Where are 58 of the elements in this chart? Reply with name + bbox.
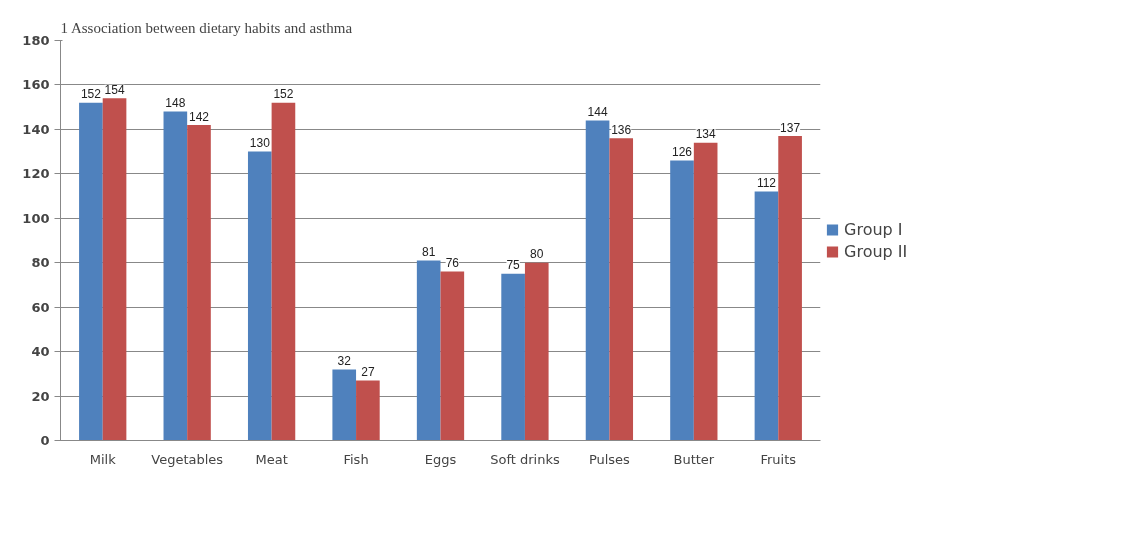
bar xyxy=(609,138,634,441)
data-label: 80 xyxy=(530,247,544,262)
data-label: 75 xyxy=(506,258,521,273)
bar xyxy=(79,102,103,441)
bar xyxy=(524,262,549,441)
x-tick-label: Milk xyxy=(89,451,117,467)
y-tick-label: 160 xyxy=(22,77,50,93)
data-label: 152 xyxy=(273,87,294,102)
legend-label: Group I xyxy=(844,219,903,239)
y-tick-label: 20 xyxy=(31,388,50,404)
bar xyxy=(163,111,188,441)
data-label: 137 xyxy=(780,120,801,135)
x-tick-label: Meat xyxy=(255,451,288,467)
chart-title: 1 Association between dietary habits and asthma xyxy=(60,19,353,36)
bar xyxy=(271,102,296,441)
x-tick-label: Pulses xyxy=(588,451,631,467)
y-tick-label: 0 xyxy=(40,433,50,448)
data-label: 134 xyxy=(695,127,716,142)
bar xyxy=(440,271,465,441)
x-tick-label: Soft drinks xyxy=(490,451,560,467)
data-label: 152 xyxy=(80,87,102,102)
y-tick-label: 40 xyxy=(31,344,50,360)
x-tick-label: Fruits xyxy=(760,451,797,467)
y-tick-label: 80 xyxy=(31,255,50,271)
bar xyxy=(332,369,357,441)
data-label: 76 xyxy=(445,256,460,271)
y-tick-label: 100 xyxy=(22,210,50,226)
data-label: 81 xyxy=(422,245,436,260)
bar xyxy=(754,191,779,441)
bar xyxy=(356,380,380,441)
data-label: 148 xyxy=(165,96,186,111)
bar xyxy=(416,260,441,441)
bar xyxy=(247,151,272,441)
x-tick-label: Vegetables xyxy=(151,451,224,467)
y-tick-label: 120 xyxy=(22,166,50,182)
bar xyxy=(501,273,525,441)
data-label: 130 xyxy=(249,136,271,151)
y-tick-label: 180 xyxy=(22,33,50,48)
x-tick-label: Fish xyxy=(343,451,369,467)
legend-label: Group II xyxy=(844,241,908,261)
data-label: 136 xyxy=(611,122,632,137)
data-label: 144 xyxy=(587,105,608,120)
bar xyxy=(778,136,802,441)
data-label: 32 xyxy=(337,353,352,368)
bar xyxy=(187,124,211,441)
y-tick-label: 60 xyxy=(31,299,50,315)
bar xyxy=(102,98,127,441)
y-tick-label: 140 xyxy=(22,121,50,137)
bar xyxy=(585,120,610,441)
data-label: 112 xyxy=(756,176,777,191)
x-tick-label: Eggs xyxy=(424,451,457,467)
bar xyxy=(693,142,718,441)
data-label: 126 xyxy=(672,145,693,160)
data-label: 27 xyxy=(361,365,375,380)
bar xyxy=(670,160,694,441)
data-label: 154 xyxy=(104,82,125,97)
data-label: 142 xyxy=(188,109,210,124)
x-tick-label: Butter xyxy=(673,451,715,467)
